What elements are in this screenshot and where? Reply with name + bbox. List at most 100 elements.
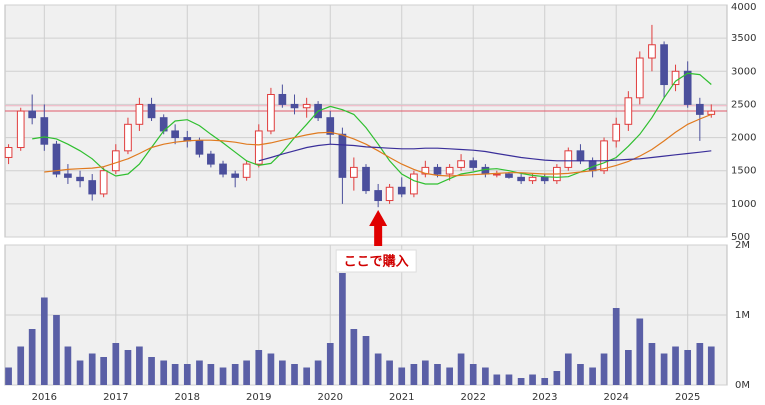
volume-bar [279, 360, 286, 385]
volume-bar [243, 360, 250, 385]
candle-body [219, 163, 227, 175]
candle-body [660, 44, 668, 86]
candle-body [267, 93, 275, 132]
volume-bar [112, 343, 120, 385]
volume-bar [493, 374, 501, 385]
candle-body [147, 103, 156, 119]
candle-body [695, 103, 704, 115]
volume-bar [231, 364, 239, 385]
candle-body [433, 166, 442, 175]
candle-body [135, 103, 144, 125]
candle-body [278, 93, 287, 105]
candle-body [624, 97, 633, 125]
volume-bar [505, 374, 513, 385]
volume-bar [28, 329, 36, 385]
candle-body [683, 70, 692, 105]
candle-body [207, 153, 215, 165]
volume-bar [696, 343, 704, 385]
volume-bar [267, 353, 275, 385]
volume-bar [183, 364, 191, 385]
volume-bar [255, 350, 263, 385]
volume-bar [40, 297, 48, 385]
volume-bar [648, 343, 656, 385]
candle-body [492, 173, 501, 176]
volume-bar [660, 353, 668, 385]
candle-body [600, 140, 608, 172]
candle-body [254, 130, 263, 165]
candle-body [242, 163, 251, 178]
volume-bar [469, 364, 477, 385]
volume-bar [517, 378, 525, 385]
candle-body [576, 150, 585, 162]
volume-bar [207, 364, 215, 385]
volume-bar [314, 360, 322, 385]
candle-body [4, 147, 13, 158]
x-tick-label: 2025 [675, 392, 700, 403]
candle-body [64, 173, 72, 178]
candle-body [612, 123, 621, 142]
candle-body [99, 170, 108, 195]
candle-body [326, 117, 335, 135]
y-tick-label: 500 [731, 232, 750, 243]
candle-body [421, 166, 430, 175]
volume-bar [434, 364, 441, 385]
candle-body [338, 133, 347, 178]
candle-body [40, 117, 49, 145]
volume-bar [564, 353, 572, 385]
volume-bar [529, 374, 536, 385]
candle-body [52, 143, 61, 175]
candle-body [350, 166, 358, 178]
volume-tick-label: 1M [735, 310, 750, 321]
volume-bar [612, 308, 620, 385]
y-tick-label: 1500 [731, 166, 756, 177]
volume-bar [362, 336, 370, 385]
volume-bar [339, 273, 346, 385]
volume-bar [76, 360, 84, 385]
candle-body [517, 176, 525, 182]
candle-body [124, 123, 132, 152]
candle-body [410, 173, 418, 195]
x-tick-label: 2018 [175, 392, 200, 403]
volume-bar [589, 367, 596, 385]
candle-body [528, 176, 537, 182]
candle-body [76, 176, 84, 182]
candle-body [111, 150, 120, 172]
candle-body [671, 70, 680, 86]
volume-bar [386, 360, 393, 385]
volume-bar [171, 364, 179, 385]
candle-body [564, 150, 573, 168]
x-tick-label: 2023 [532, 392, 557, 403]
y-tick-label: 3500 [731, 33, 756, 44]
candle-body [397, 186, 406, 195]
moving-average [44, 113, 712, 177]
volume-bar [600, 353, 608, 385]
candle-body [88, 180, 97, 195]
moving-average [258, 143, 712, 162]
candle-body [457, 160, 465, 168]
x-tick-label: 2017 [103, 392, 128, 403]
candle-body [171, 130, 179, 139]
moving-average [32, 72, 712, 185]
annotation-box [335, 249, 417, 273]
volume-bar [100, 357, 107, 385]
volume-bar [219, 367, 227, 385]
price-panel [4, 4, 728, 238]
x-tick-label: 2022 [461, 392, 486, 403]
candle-body [540, 176, 549, 182]
candle-body [505, 173, 513, 178]
y-tick-label: 4000 [731, 2, 756, 13]
volume-bar [303, 367, 311, 385]
candle-body [648, 44, 656, 59]
candle-body [385, 186, 394, 202]
volume-bar [291, 364, 298, 385]
annotation-text: ここで購入 [344, 254, 409, 270]
candle-body [290, 103, 299, 109]
volume-bar [5, 367, 12, 385]
x-tick-label: 2020 [318, 392, 343, 403]
candle-body [469, 160, 478, 168]
x-tick-label: 2024 [603, 392, 628, 403]
x-tick-label: 2016 [32, 392, 57, 403]
candle-body [707, 110, 716, 115]
candle-body [28, 110, 37, 119]
